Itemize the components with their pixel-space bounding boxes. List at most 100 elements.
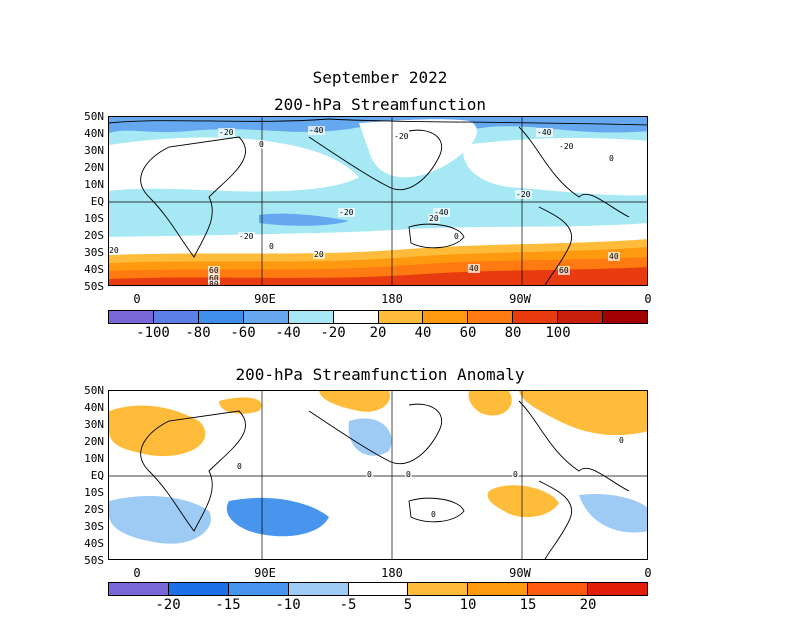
lat-label: 10N xyxy=(84,452,104,465)
colorbar-streamfunction xyxy=(108,310,648,324)
map-streamfunction-anomaly: 0 0 0 0 0 0 xyxy=(108,390,648,560)
contour-label: 0 xyxy=(269,242,274,251)
colorbar-label: -80 xyxy=(185,325,211,341)
colorbar-swatch xyxy=(588,583,648,595)
colorbar-label: -60 xyxy=(230,325,256,341)
figure-title: September 2022 xyxy=(312,68,448,87)
lat-label: 10S xyxy=(84,486,104,499)
lat-label: 50N xyxy=(84,110,104,123)
lat-label: 20S xyxy=(84,503,104,516)
contour-label-bg xyxy=(536,128,553,137)
colorbar-swatch xyxy=(168,583,229,595)
colorbar-label: -40 xyxy=(275,325,301,341)
map2-anom-wpac xyxy=(348,418,392,456)
colorbar-swatch xyxy=(603,311,648,323)
map1-white-asia xyxy=(359,119,477,178)
map2-anom-spac xyxy=(487,485,559,518)
contour-label: 80 xyxy=(209,280,219,286)
contour-label-bg xyxy=(512,470,519,479)
map2-svg: 0 0 0 0 0 0 xyxy=(109,391,647,559)
contour-label: -40 xyxy=(537,128,552,137)
panel2-title: 200-hPa Streamfunction Anomaly xyxy=(235,365,525,384)
contour-label: -20 xyxy=(219,128,234,137)
contour-label: 0 xyxy=(406,470,411,479)
contour-label: 0 xyxy=(454,232,459,241)
map1-white-north-africa xyxy=(109,137,359,192)
lat-label: 20S xyxy=(84,229,104,242)
contour-label: 0 xyxy=(259,140,264,149)
lon-label: 90E xyxy=(254,566,276,580)
contour-label-bg xyxy=(208,280,220,285)
map2-anom-npac xyxy=(468,391,512,416)
lat-label: 50S xyxy=(84,280,104,293)
colorbar-swatch xyxy=(423,311,469,323)
contour-label: 20 xyxy=(109,246,119,255)
colorbar-label: -10 xyxy=(275,597,301,613)
contour-label: -40 xyxy=(309,126,324,135)
lat-label: 40S xyxy=(84,537,104,550)
lon-label: 0 xyxy=(644,292,652,306)
colorbar-swatch xyxy=(228,583,289,595)
contour-label: 0 xyxy=(367,470,372,479)
colorbar-swatch xyxy=(109,583,169,595)
contour-label-bg xyxy=(558,142,575,151)
contour-label: -20 xyxy=(339,208,354,217)
map1-coastlines xyxy=(109,118,647,285)
colorbar-label: 5 xyxy=(403,597,413,613)
lon-label: 90E xyxy=(254,292,276,306)
lon-label: 0 xyxy=(133,566,141,580)
contour-label-bg xyxy=(453,232,460,241)
colorbar-label: 40 xyxy=(414,325,432,341)
contour-label-bg xyxy=(208,266,220,275)
lat-label: 50N xyxy=(84,384,104,397)
lon-label: 0 xyxy=(644,566,652,580)
map1-contour-labels: -40 -20 0 -20 -40 -20 0 -20 -40 -20 -20 0 20 0 20 20 40 6… xyxy=(109,126,620,286)
contour-label: -20 xyxy=(239,232,254,241)
colorbar-label: -20 xyxy=(320,325,346,341)
contour-label-bg xyxy=(433,208,450,217)
map2-anom-satl xyxy=(109,496,211,544)
contour-label: 60 xyxy=(559,266,569,275)
colorbar-swatch xyxy=(528,583,589,595)
lat-label: EQ xyxy=(90,469,104,482)
lon-label: 180 xyxy=(381,566,403,580)
map2-contour-labels: 0 0 0 0 0 0 xyxy=(236,436,625,519)
colorbar-label: -100 xyxy=(136,325,170,341)
colorbar-swatch xyxy=(333,311,379,323)
lat-label: 10S xyxy=(84,212,104,225)
contour-label-bg xyxy=(308,126,325,135)
contour-label: -20 xyxy=(516,190,531,199)
colorbar-label: 20 xyxy=(369,325,387,341)
contour-label: -20 xyxy=(559,142,574,151)
colorbar-label: 60 xyxy=(459,325,477,341)
contour-label-bg xyxy=(618,436,625,445)
lat-label: 20N xyxy=(84,435,104,448)
colorbar-swatch xyxy=(468,311,514,323)
panel1-title: 200-hPa Streamfunction xyxy=(274,95,486,114)
map1-blue-indian xyxy=(259,213,349,226)
contour-label: 20 xyxy=(429,214,439,223)
contour-label-bg xyxy=(366,470,373,479)
colorbar-anomaly xyxy=(108,582,648,596)
colorbar-swatch xyxy=(378,311,424,323)
map2-anom-samerica xyxy=(579,494,647,533)
lat-label: EQ xyxy=(90,195,104,208)
colorbar-label: 20 xyxy=(579,597,597,613)
contour-label: 0 xyxy=(609,154,614,163)
map2-anom-europe xyxy=(219,397,262,414)
map2-coastlines xyxy=(140,400,630,559)
colorbar-label: 10 xyxy=(459,597,477,613)
colorbar-swatch xyxy=(198,311,244,323)
contour-label: 0 xyxy=(619,436,624,445)
colorbar-swatch xyxy=(348,583,409,595)
contour-label-bg xyxy=(238,232,255,241)
contour-label: 0 xyxy=(431,510,436,519)
colorbar-swatch xyxy=(109,311,154,323)
colorbar-label: -5 xyxy=(339,597,357,613)
colorbar-label: -15 xyxy=(215,597,241,613)
contour-label-bg xyxy=(608,154,615,163)
contour-label-bg xyxy=(428,214,440,223)
lat-label: 10N xyxy=(84,178,104,191)
lon-label: 0 xyxy=(133,292,141,306)
contour-label: -20 xyxy=(394,132,409,141)
